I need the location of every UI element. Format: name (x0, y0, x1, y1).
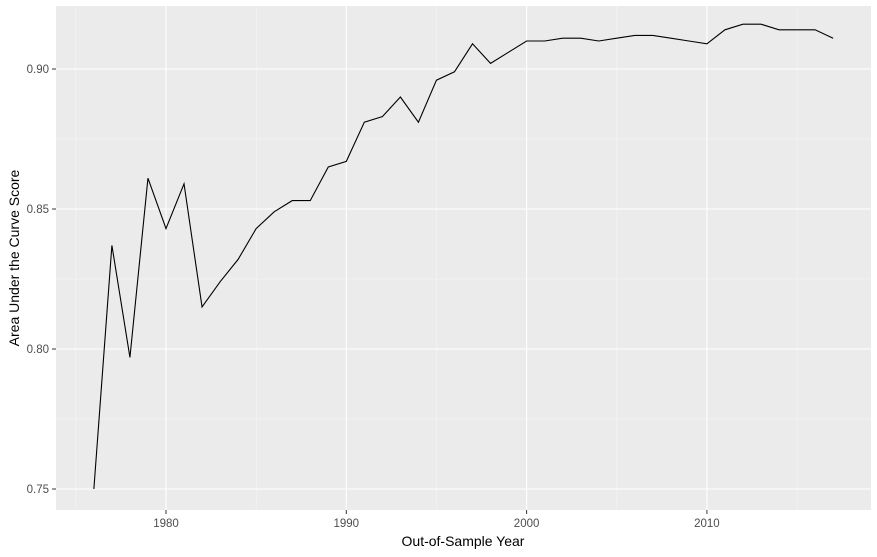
x-axis-ticks: 1980 1990 2000 2010 (153, 510, 720, 530)
y-tick-label: 0.75 (27, 484, 49, 496)
x-tick-label: 2010 (694, 518, 720, 530)
plot-panel (56, 6, 871, 510)
x-tick-label: 2000 (514, 518, 540, 530)
auc-series-line (93, 23, 834, 490)
x-tick-label: 1990 (334, 518, 360, 530)
y-axis-ticks: 0.75 0.80 0.85 0.90 (27, 64, 56, 496)
minor-gridlines (56, 6, 871, 510)
y-tick-label: 0.85 (27, 204, 49, 216)
x-tick-label: 1980 (153, 518, 179, 530)
y-tick-label: 0.80 (27, 344, 49, 356)
y-tick-label: 0.90 (27, 64, 49, 76)
major-gridlines (56, 6, 871, 510)
x-axis-title: Out-of-Sample Year (402, 533, 525, 549)
y-axis-title: Area Under the Curve Score (6, 169, 22, 346)
